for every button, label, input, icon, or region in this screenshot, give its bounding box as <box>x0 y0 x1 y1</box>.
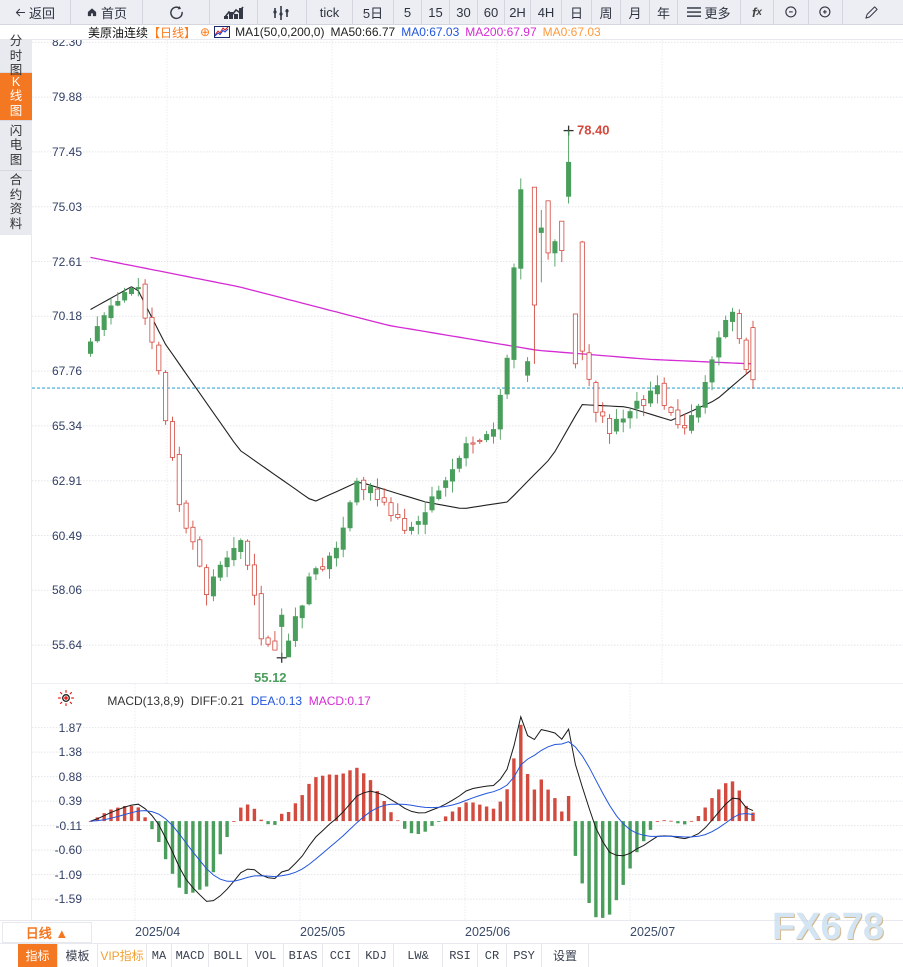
svg-text:55.12: 55.12 <box>254 670 287 683</box>
svg-text:78.40: 78.40 <box>577 123 610 138</box>
